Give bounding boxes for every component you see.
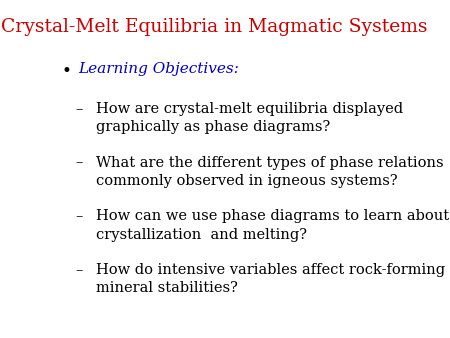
Text: –: – (75, 263, 82, 277)
Text: –: – (75, 155, 82, 170)
Text: –: – (75, 209, 82, 223)
Text: How are crystal-melt equilibria displayed
graphically as phase diagrams?: How are crystal-melt equilibria displaye… (96, 102, 403, 135)
Text: Learning Objectives:: Learning Objectives: (79, 62, 239, 76)
Text: –: – (75, 102, 82, 116)
Text: What are the different types of phase relations
commonly observed in igneous sys: What are the different types of phase re… (96, 155, 444, 188)
Text: •: • (61, 62, 71, 80)
Text: Crystal-Melt Equilibria in Magmatic Systems: Crystal-Melt Equilibria in Magmatic Syst… (1, 18, 427, 36)
Text: How do intensive variables affect rock-forming
mineral stabilities?: How do intensive variables affect rock-f… (96, 263, 445, 295)
Text: How can we use phase diagrams to learn about
crystallization  and melting?: How can we use phase diagrams to learn a… (96, 209, 449, 242)
